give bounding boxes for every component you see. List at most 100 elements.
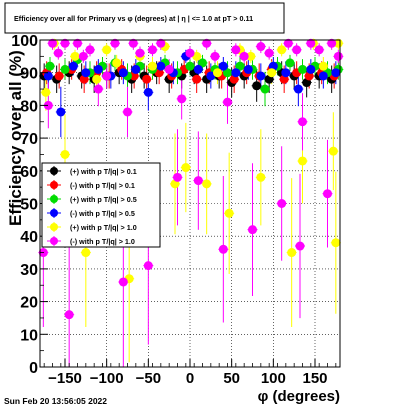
data-point <box>264 48 274 58</box>
data-point <box>102 71 112 81</box>
data-point <box>192 51 202 61</box>
data-point <box>314 45 324 55</box>
data-point <box>128 38 138 48</box>
data-point <box>78 51 88 61</box>
data-point <box>156 38 166 48</box>
legend-label: (+) with p T/|q| > 0.1 <box>70 167 137 176</box>
x-tick-label: 0 <box>186 370 194 387</box>
data-point <box>318 61 328 71</box>
x-tick-label: −50 <box>136 370 161 387</box>
data-point <box>293 84 303 94</box>
legend-box <box>41 162 161 248</box>
data-point <box>295 241 305 251</box>
data-point <box>43 100 53 110</box>
x-tick-label: 50 <box>223 370 240 387</box>
data-point <box>281 68 291 78</box>
data-point <box>277 45 287 55</box>
data-point <box>185 48 195 58</box>
data-point <box>298 117 307 127</box>
data-point <box>131 64 141 74</box>
data-point <box>56 107 66 117</box>
data-point <box>64 310 74 320</box>
data-point <box>123 107 132 117</box>
data-point <box>235 61 245 71</box>
data-point <box>135 48 145 58</box>
data-point <box>218 244 228 254</box>
legend-marker <box>50 181 58 189</box>
x-tick-label: 150 <box>302 370 327 387</box>
legend-label: (-) with p T/|q| > 1.0 <box>70 237 135 246</box>
data-point <box>93 64 103 74</box>
data-point <box>333 51 343 61</box>
data-point <box>331 68 341 78</box>
data-point <box>306 38 316 48</box>
data-point <box>70 51 80 61</box>
legend-marker <box>50 237 58 245</box>
chart-title: Efficiency over all for Primary vs φ (de… <box>14 14 253 23</box>
legend-label: (-) with p T/|q| > 0.5 <box>70 209 135 218</box>
data-point <box>331 238 341 248</box>
data-point <box>81 68 91 78</box>
data-point <box>260 84 270 94</box>
data-point <box>81 248 91 258</box>
legend-marker <box>50 167 58 175</box>
data-point <box>41 87 51 97</box>
data-point <box>60 149 70 159</box>
y-tick-label: 100 <box>11 33 38 50</box>
y-tick-label: 50 <box>20 197 38 214</box>
data-point <box>287 248 297 258</box>
data-point <box>193 176 203 186</box>
legend-label: (+) with p T/|q| > 1.0 <box>70 223 137 232</box>
data-point <box>156 61 166 71</box>
data-point <box>224 208 234 218</box>
y-tick-label: 10 <box>20 327 38 344</box>
timestamp-footer: Sun Feb 20 13:56:05 2022 <box>4 396 107 406</box>
data-point <box>256 71 266 81</box>
data-point <box>252 81 262 91</box>
y-tick-label: 30 <box>20 262 38 279</box>
y-tick-label: 20 <box>20 295 38 312</box>
data-point <box>148 45 157 55</box>
data-point <box>43 71 53 81</box>
data-point <box>231 68 241 78</box>
data-point <box>93 84 103 94</box>
data-point <box>298 156 307 166</box>
data-point <box>248 225 257 235</box>
y-axis-title: Efficiency over all (%) <box>6 50 25 226</box>
data-point <box>54 71 64 81</box>
data-point <box>143 87 153 97</box>
data-point <box>328 146 338 156</box>
data-point <box>198 58 207 68</box>
axis-ticks: −150 −100 −50 0 50 100 150 0 10 20 30 40 50 60 70 80 90 1… <box>11 33 337 387</box>
data-point <box>173 172 182 182</box>
title-box <box>4 2 285 34</box>
data-point <box>102 45 112 55</box>
data-point <box>185 61 195 71</box>
data-point <box>298 64 307 74</box>
x-tick-label: −150 <box>48 370 82 387</box>
data-point <box>256 42 266 52</box>
y-tick-label: 60 <box>20 164 38 181</box>
x-tick-label: −100 <box>90 370 124 387</box>
data-point <box>164 64 174 74</box>
legend-label: (+) with p T/|q| > 0.5 <box>70 195 137 204</box>
data-point <box>206 71 216 81</box>
legend-marker <box>50 209 58 217</box>
y-tick-label: 0 <box>29 360 38 377</box>
data-point <box>177 94 187 104</box>
legend-marker <box>50 195 58 203</box>
data-point <box>192 74 202 84</box>
data-point <box>246 51 256 61</box>
data-point <box>112 58 122 68</box>
data-point <box>292 45 302 55</box>
y-tick-label: 40 <box>20 229 38 246</box>
x-axis-title: φ (degrees) <box>258 388 340 405</box>
data-point <box>181 163 191 173</box>
data-point <box>323 189 332 199</box>
data-point <box>306 64 316 74</box>
data-point <box>92 74 102 84</box>
data-point <box>68 61 78 71</box>
data-point <box>193 64 203 74</box>
data-point <box>318 71 328 81</box>
